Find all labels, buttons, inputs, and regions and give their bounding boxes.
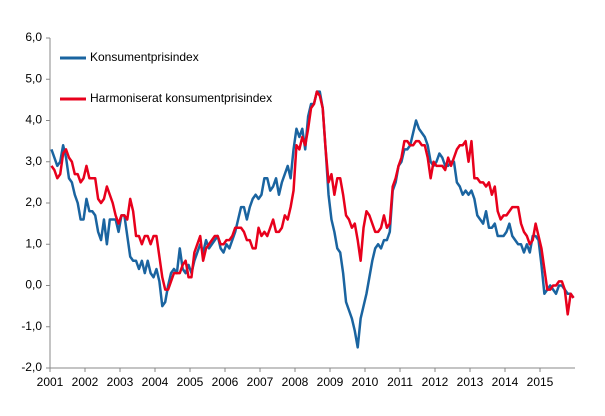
x-tick-label: 2006 bbox=[212, 375, 239, 389]
series-line bbox=[50, 90, 575, 349]
x-tick-label: 2003 bbox=[107, 375, 134, 389]
x-tick-label: 2010 bbox=[352, 375, 379, 389]
x-tick-label: 2004 bbox=[142, 375, 169, 389]
legend-label: Konsumentprisindex bbox=[90, 50, 199, 64]
x-tick-label: 2014 bbox=[492, 375, 519, 389]
series-line bbox=[50, 90, 575, 316]
x-tick-label: 2011 bbox=[387, 375, 413, 389]
y-tick-label: 0,0 bbox=[25, 278, 42, 292]
y-tick-label: 6,0 bbox=[25, 30, 42, 44]
x-tick-label: 2002 bbox=[72, 375, 99, 389]
x-tick-label: 2005 bbox=[177, 375, 204, 389]
x-tick-label: 2008 bbox=[282, 375, 309, 389]
x-tick-label: 2015 bbox=[527, 375, 554, 389]
y-tick-label: -1,0 bbox=[21, 319, 42, 333]
legend-label: Harmoniserat konsumentprisindex bbox=[90, 91, 272, 105]
x-tick-label: 2007 bbox=[247, 375, 274, 389]
y-tick-label: 4,0 bbox=[25, 113, 42, 127]
y-tick-label: -2,0 bbox=[21, 360, 42, 374]
y-tick-label: 2,0 bbox=[25, 195, 42, 209]
x-tick-label: 2009 bbox=[317, 375, 344, 389]
y-tick-label: 1,0 bbox=[25, 236, 42, 250]
x-tick-label: 2001 bbox=[37, 375, 64, 389]
legend-box bbox=[54, 42, 304, 112]
y-tick-label: 5,0 bbox=[25, 71, 42, 85]
x-tick-label: 2013 bbox=[457, 375, 484, 389]
x-tick-label: 2012 bbox=[422, 375, 449, 389]
y-tick-label: 3,0 bbox=[25, 154, 42, 168]
